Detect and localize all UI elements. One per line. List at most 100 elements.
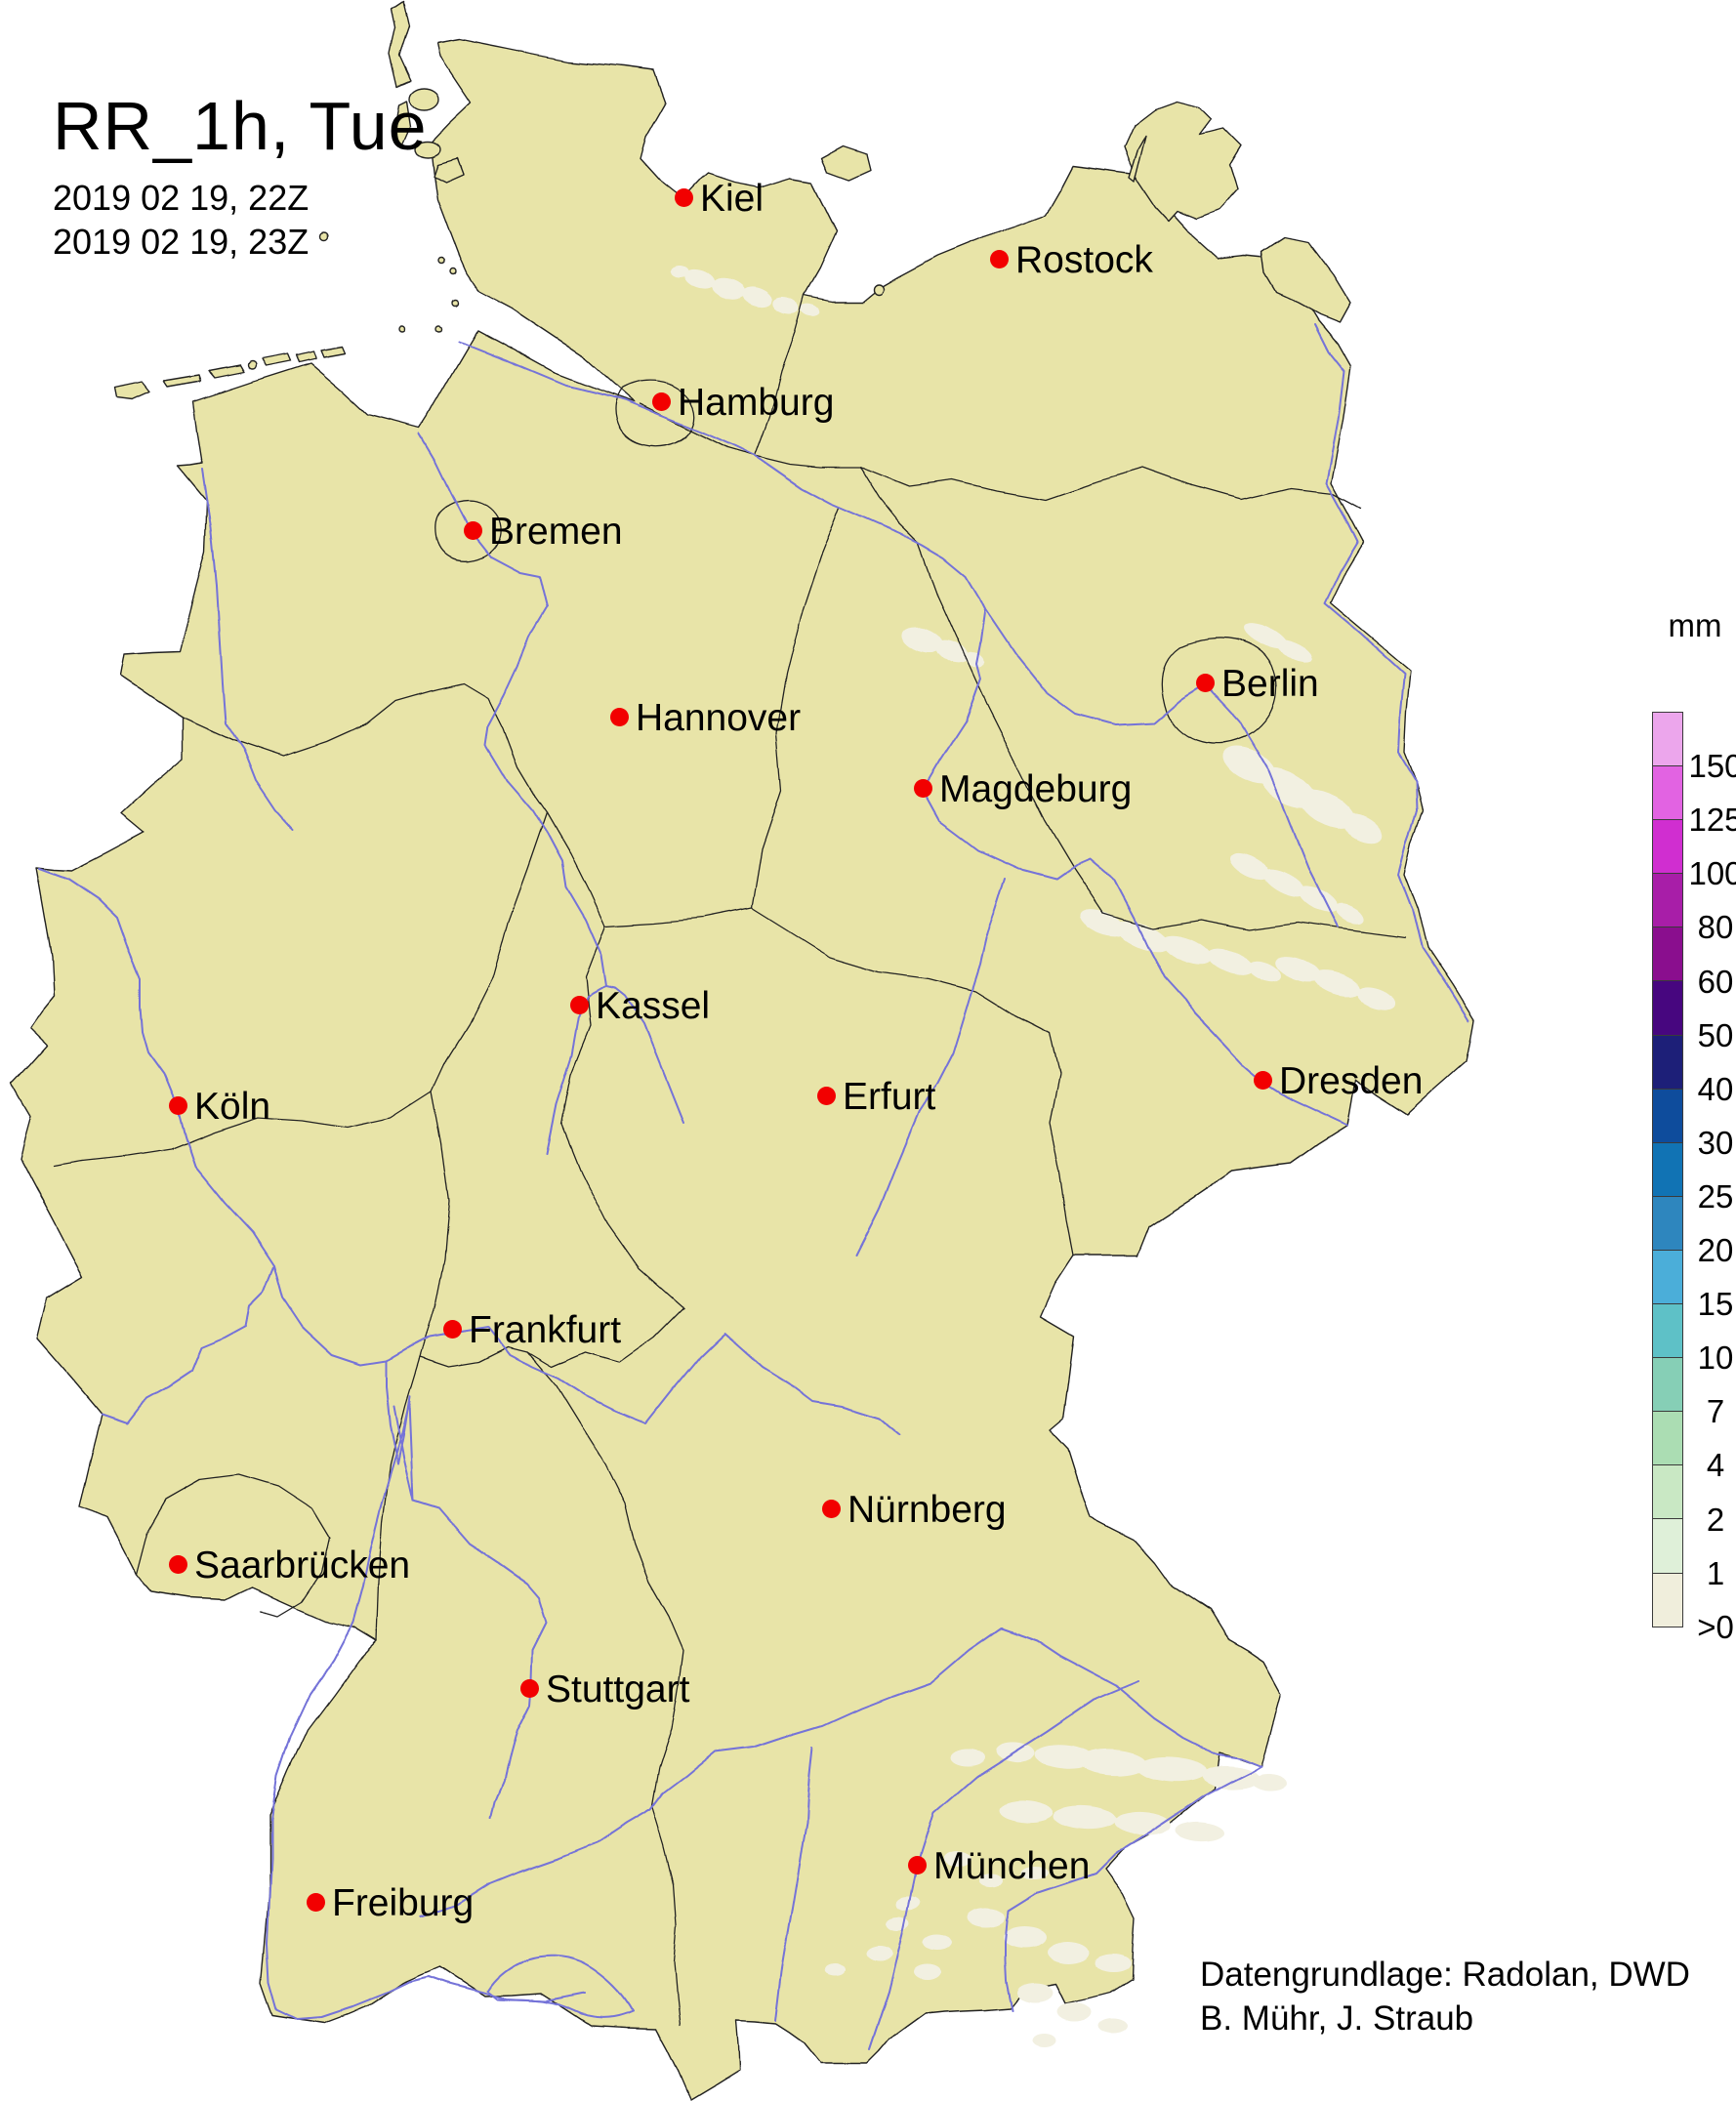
city-label: Erfurt <box>843 1076 936 1118</box>
river-donau <box>420 1627 1262 1916</box>
city-marker-hamburg: Hamburg <box>652 382 843 425</box>
legend-tick: >0 <box>1697 1609 1734 1645</box>
river-oder <box>1313 323 1469 1022</box>
border-hamburg <box>613 381 696 447</box>
island-wangerooge <box>319 345 346 357</box>
legend-cell <box>1652 1357 1683 1413</box>
legend-cell <box>1652 1195 1683 1251</box>
attribution-authors: B. Mühr, J. Straub <box>1200 1999 1474 2038</box>
island-usedom <box>1261 236 1351 323</box>
legend-tick: 50 <box>1697 1017 1734 1053</box>
river-ems <box>201 468 294 831</box>
legend-tick: 60 <box>1697 964 1734 1000</box>
rivers <box>38 323 1469 2051</box>
island-helgoland <box>319 231 329 241</box>
timestamp-end: 2019 02 19, 23Z <box>53 222 310 262</box>
island-spiekeroog <box>295 350 316 363</box>
legend-cell <box>1652 712 1683 767</box>
river-neckar <box>413 1500 548 1819</box>
island-nordstrand <box>433 157 464 183</box>
city-marker-erfurt: Erfurt <box>817 1076 944 1119</box>
city-label: Berlin <box>1221 663 1319 705</box>
island-sylt <box>388 1 411 89</box>
island-hiddensee <box>1129 134 1147 183</box>
city-marker-kiel: Kiel <box>675 178 772 221</box>
island-fehmarn <box>821 145 872 181</box>
river-weser <box>419 433 607 987</box>
city-label: Bremen <box>489 511 623 553</box>
city-marker-kassel: Kassel <box>570 985 719 1028</box>
island-langeoog <box>261 353 291 367</box>
legend-tick: 20 <box>1697 1232 1734 1268</box>
legend-tick: 4 <box>1706 1447 1725 1483</box>
city-marker-dresden: Dresden <box>1254 1060 1431 1103</box>
city-label: Freiburg <box>332 1882 475 1924</box>
island-norderney <box>208 364 245 379</box>
city-dot <box>464 520 482 540</box>
city-dot <box>443 1319 462 1339</box>
island-pellworm <box>414 140 441 157</box>
city-dot <box>822 1499 841 1518</box>
river-havel <box>984 608 1206 725</box>
legend-tick: 30 <box>1697 1125 1734 1161</box>
city-marker-koeln: Köln <box>169 1086 279 1129</box>
river-spree <box>1204 683 1339 928</box>
city-dot <box>908 1855 927 1874</box>
city-dot <box>169 1554 187 1574</box>
city-label: Köln <box>194 1086 271 1128</box>
lake-bodensee <box>487 1956 634 2019</box>
city-label: Saarbrücken <box>194 1545 411 1586</box>
border-bremen <box>434 499 501 561</box>
legend-cell <box>1652 1518 1683 1574</box>
legend-tick: 7 <box>1706 1393 1725 1429</box>
city-marker-magdeburg: Magdeburg <box>914 768 1140 811</box>
river-lech <box>774 1747 813 2022</box>
city-marker-stuttgart: Stuttgart <box>520 1668 698 1711</box>
city-dot <box>570 995 589 1014</box>
attribution: Datengrundlage: Radolan, DWD B. Mühr, J.… <box>1200 1953 1690 2040</box>
city-marker-frankfurt: Frankfurt <box>443 1309 630 1352</box>
legend-tick: 10 <box>1697 1339 1734 1376</box>
river-werra <box>605 985 684 1124</box>
city-label: Hamburg <box>678 382 835 424</box>
legend-cell <box>1652 1249 1683 1305</box>
legend-cell <box>1652 1088 1683 1143</box>
island-juist <box>163 374 202 388</box>
legend-colorbar <box>1652 712 1683 1627</box>
city-marker-hannover: Hannover <box>610 697 809 740</box>
city-label: München <box>933 1845 1091 1887</box>
island-amrum <box>393 101 411 145</box>
city-label: Hannover <box>636 697 802 739</box>
legend-tick: 125 <box>1688 802 1736 838</box>
city-dot <box>817 1086 836 1105</box>
city-marker-muenchen: München <box>908 1845 1098 1888</box>
city-dot <box>520 1678 539 1698</box>
legend-tick: 150 <box>1688 748 1736 784</box>
legend-cell <box>1652 1303 1683 1359</box>
legend-cell <box>1652 980 1683 1036</box>
state-borders <box>53 295 1405 2027</box>
legend-tick: 2 <box>1706 1502 1725 1538</box>
river-fulda <box>546 985 607 1153</box>
page-title: RR_1h, Tue <box>53 88 428 164</box>
legend-tick: 100 <box>1688 855 1736 891</box>
legend-unit: mm <box>1668 607 1722 643</box>
timestamp-lines: 2019 02 19, 22Z 2019 02 19, 23Z <box>53 176 428 264</box>
city-dot <box>652 391 671 411</box>
city-dot <box>1196 673 1215 692</box>
legend-cell <box>1652 1572 1683 1627</box>
timestamp-start: 2019 02 19, 22Z <box>53 178 310 218</box>
city-label: Rostock <box>1015 239 1153 281</box>
city-dot <box>610 707 629 726</box>
island-borkum <box>114 382 151 401</box>
city-dot <box>169 1095 187 1115</box>
legend-cell <box>1652 927 1683 982</box>
island-poel <box>873 283 885 295</box>
city-marker-bremen: Bremen <box>464 511 632 554</box>
city-marker-freiburg: Freiburg <box>307 1882 482 1925</box>
city-label: Dresden <box>1279 1060 1424 1102</box>
city-marker-rostock: Rostock <box>990 239 1162 282</box>
legend-tick: 1 <box>1706 1555 1725 1591</box>
